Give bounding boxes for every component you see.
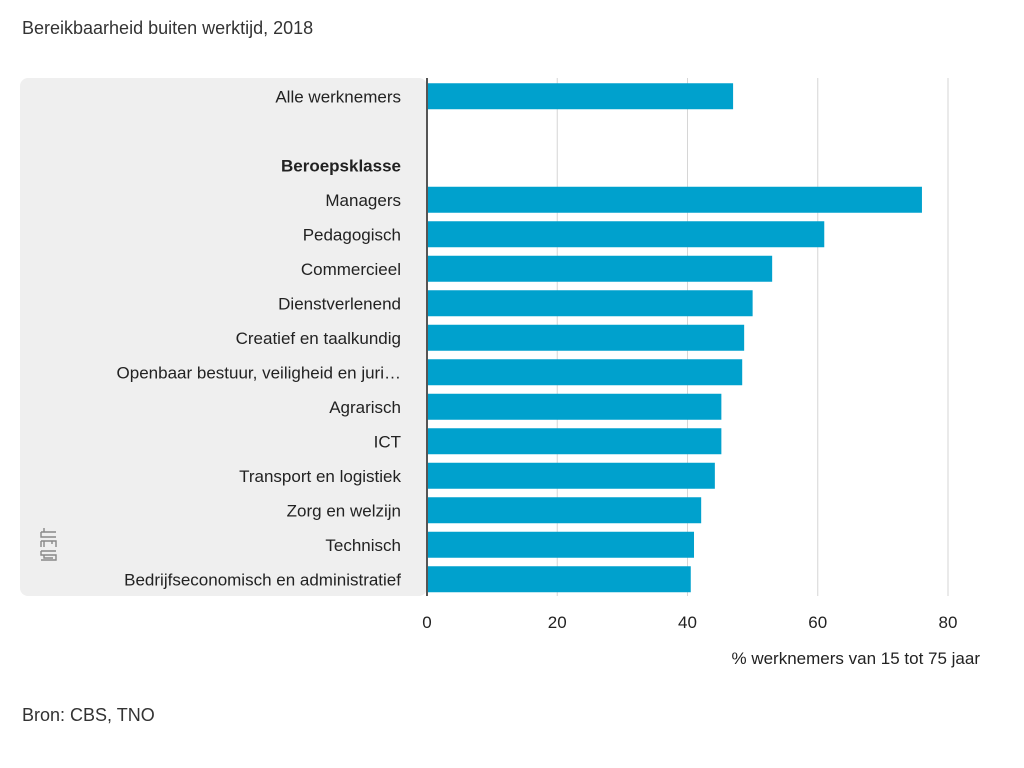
label-panel bbox=[20, 78, 427, 596]
x-tick-label: 0 bbox=[422, 613, 431, 632]
bar bbox=[427, 497, 702, 524]
x-tick-label: 20 bbox=[548, 613, 567, 632]
category-label: Agrarisch bbox=[329, 398, 401, 417]
category-label: Pedagogisch bbox=[303, 225, 401, 244]
bar bbox=[427, 324, 745, 351]
x-tick-label: 80 bbox=[939, 613, 958, 632]
bar-chart: Alle werknemers Beroepsklasse Managers Peda… bbox=[20, 78, 980, 668]
bar bbox=[427, 462, 715, 489]
bars bbox=[427, 83, 922, 593]
category-label: ICT bbox=[374, 432, 401, 451]
x-tick-label: 40 bbox=[678, 613, 697, 632]
category-label: Creatief en taalkundig bbox=[236, 329, 401, 348]
category-label: Bedrijfseconomisch en administratief bbox=[124, 570, 401, 589]
chart-title: Bereikbaarheid buiten werktijd, 2018 bbox=[22, 18, 314, 38]
category-labels: Alle werknemers Beroepsklasse Managers Peda… bbox=[117, 87, 402, 589]
bar bbox=[427, 393, 722, 420]
category-label: Transport en logistiek bbox=[239, 467, 401, 486]
x-axis-label: % werknemers van 15 tot 75 jaar bbox=[731, 649, 980, 668]
category-label: Openbaar bestuur, veiligheid en juri… bbox=[117, 363, 401, 382]
cbs-logo-icon bbox=[40, 528, 57, 561]
category-label: Commercieel bbox=[301, 260, 401, 279]
bar bbox=[427, 290, 753, 317]
bar bbox=[427, 566, 691, 593]
category-label: Alle werknemers bbox=[275, 87, 401, 106]
category-label: Zorg en welzijn bbox=[287, 501, 401, 520]
source-note: Bron: CBS, TNO bbox=[22, 705, 155, 725]
bar bbox=[427, 255, 773, 282]
category-label: Managers bbox=[325, 191, 401, 210]
x-tick-labels: 0 20 40 60 80 bbox=[422, 613, 957, 632]
category-label: Technisch bbox=[325, 536, 401, 555]
bar bbox=[427, 83, 734, 110]
category-label: Dienstverlenend bbox=[278, 294, 401, 313]
bar bbox=[427, 186, 922, 213]
category-label: Beroepsklasse bbox=[281, 156, 401, 175]
bar bbox=[427, 531, 695, 558]
bar bbox=[427, 359, 743, 386]
x-tick-label: 60 bbox=[808, 613, 827, 632]
bar bbox=[427, 428, 722, 455]
bar bbox=[427, 221, 825, 248]
